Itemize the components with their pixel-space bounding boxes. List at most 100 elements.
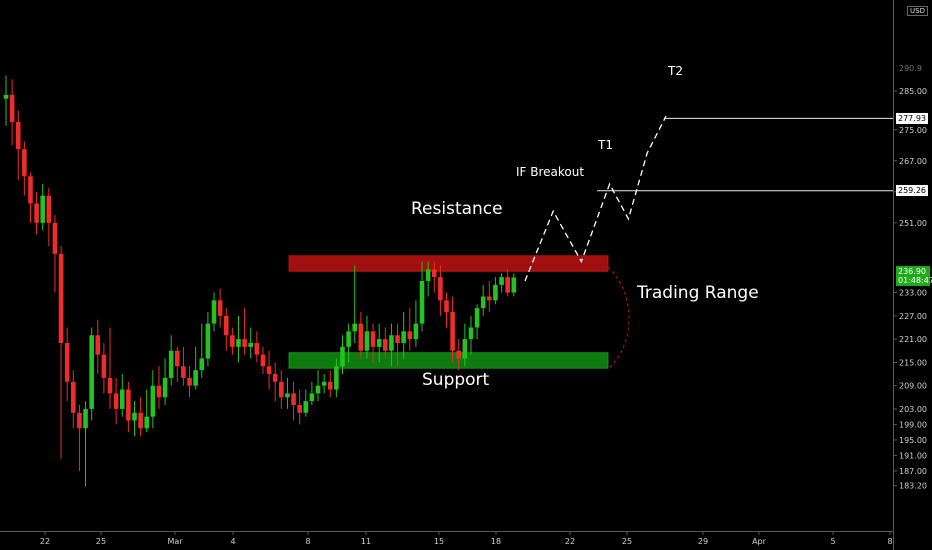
y-tick-label: 290.9 [899,64,922,73]
y-tick-label: 199.00 [899,420,927,429]
candle-body [266,366,272,375]
candle-body [119,389,125,409]
candle-body [456,350,462,359]
t1-price-tag: 259.26 [896,185,928,197]
candle-body [505,277,510,293]
x-tick-label: 25 [96,537,106,546]
x-tick-label: 29 [698,537,708,546]
x-tick-label: 15 [434,537,444,546]
y-tick-label: 191.00 [899,451,927,460]
candle-body [187,377,192,386]
candle-body [3,94,9,99]
price-axis[interactable]: 183.20 187.00 191.00 195.00 199.00 203.00 209.… [893,64,927,491]
y-tick-label: 221.00 [899,335,927,344]
candle-body [144,416,150,429]
candle-body [205,323,211,359]
candle-body [444,300,449,312]
candle-body [358,323,364,351]
x-tick-label: 22 [565,537,575,546]
candle-body [297,405,302,413]
y-tick-label: 233.00 [899,289,927,298]
candle-body [193,370,198,386]
candle-body [291,393,296,406]
currency-label: USD [907,6,928,16]
y-tick-label: 285.00 [899,87,927,96]
candle-body [511,277,517,293]
candle-body [168,350,174,378]
y-tick-label: 215.00 [899,358,927,367]
if-breakout-label: IF Breakout [516,165,585,179]
candle-body [46,195,52,223]
candle-body [156,385,162,398]
candle-body [327,381,333,390]
trading-range-label: Trading Range [637,283,759,303]
candle-body [468,327,474,340]
y-tick-label: 275.00 [899,126,927,135]
candle-body [95,335,101,355]
candle-body [83,408,88,429]
time-axis[interactable]: 22 25 Mar 4 8 11 15 18 22 25 29 Apr 5 8 [40,531,893,546]
candle-body [303,401,309,413]
candle-body [364,331,370,351]
y-tick-label: 195.00 [899,436,927,445]
candle-body [126,389,131,421]
candle-body [425,269,431,281]
candle-body [340,346,345,367]
y-tick-label: 209.00 [899,382,927,391]
trading-range-arc [607,266,630,370]
candle-body [242,339,247,347]
candle-body [272,374,278,382]
candle-body [346,331,351,347]
y-tick-label: 203.00 [899,405,927,414]
y-tick-label: 183.20 [899,482,927,491]
resistance-label: Resistance [411,199,503,219]
candle-body [181,366,186,378]
candle-body [370,331,376,347]
candle-body [34,203,39,223]
candle-body [419,280,425,324]
x-tick-label: 4 [230,537,235,546]
candle-body [309,393,315,402]
candle-body [40,195,46,223]
y-tick-label: 251.00 [899,219,927,228]
last-price-tag: 236.90 01:48:47 [896,266,932,287]
candle-body [9,94,15,123]
x-tick-label: 22 [40,537,50,546]
candle-body [407,331,413,340]
candle-body [175,350,180,367]
x-tick-label: 8 [305,537,310,546]
candle-body [230,335,235,347]
candle-body [101,354,107,378]
candle-body [248,343,254,347]
candle-body [199,358,205,371]
candle-body [279,381,284,398]
candle-body [285,393,290,398]
candle-body [487,296,492,301]
candle-body [474,308,480,328]
candle-body [450,311,455,351]
candle-body [352,323,358,332]
candle-body [236,339,241,347]
candle-body [150,385,156,417]
candle-body [113,393,119,409]
candle-body [15,122,21,150]
x-tick-label: Mar [167,537,183,546]
candle-body [223,315,229,336]
candle-body [480,296,486,309]
candle-body [77,412,82,429]
y-tick-label: 187.00 [899,467,927,476]
candle-body [211,300,217,324]
candle-body [462,339,468,359]
y-tick-label: 267.00 [899,157,927,166]
candle-body [58,253,64,344]
x-tick-label: 11 [361,537,371,546]
candle-body [64,343,70,382]
candle-body [321,381,327,386]
candle-body [431,269,437,278]
t2-label: T2 [668,64,683,78]
candle-body [28,176,33,204]
candle-body [254,343,260,355]
candle-body [493,284,498,301]
